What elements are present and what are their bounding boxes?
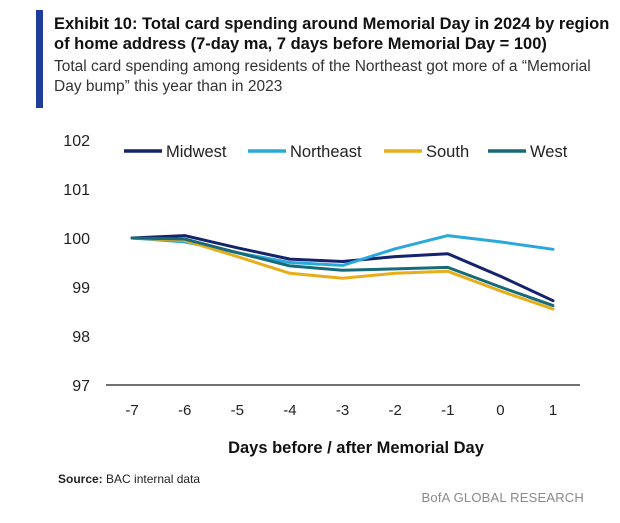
x-axis-title: Days before / after Memorial Day	[228, 439, 485, 457]
x-tick-label: 0	[496, 402, 504, 419]
title-accent-bar	[36, 10, 43, 108]
x-tick-label: -4	[283, 402, 296, 419]
y-tick-label: 102	[63, 133, 90, 150]
x-tick-label: -2	[388, 402, 401, 419]
chart-subtitle: Total card spending among residents of t…	[54, 58, 591, 95]
legend-label-south: South	[426, 143, 469, 161]
line-chart: 97 98 99 100 101 102 -7 -6 -5 -4 -3 -2 -1 0 1 Days befo…	[63, 133, 580, 457]
brand-label: BofA GLOBAL RESEARCH	[421, 490, 584, 505]
x-tick-label: -7	[125, 402, 138, 419]
legend-label-northeast: Northeast	[290, 143, 362, 161]
y-tick-label: 98	[72, 329, 90, 346]
x-tick-label: 1	[549, 402, 557, 419]
x-tick-label: -5	[231, 402, 244, 419]
chart-title: Exhibit 10: Total card spending around M…	[54, 15, 610, 53]
x-tick-label: -6	[178, 402, 191, 419]
series-line-south	[130, 236, 555, 311]
x-tick-label: -3	[336, 402, 349, 419]
legend-label-west: West	[530, 143, 568, 161]
y-tick-label: 97	[72, 378, 90, 395]
y-tick-label: 100	[63, 231, 90, 248]
source-text: BAC internal data	[106, 472, 201, 486]
y-tick-label: 101	[63, 182, 90, 199]
series-line-midwest	[130, 234, 555, 303]
source-label: Source:	[58, 472, 103, 486]
legend-label-midwest: Midwest	[166, 143, 227, 161]
y-tick-label: 99	[72, 280, 90, 297]
source-note: Source: BAC internal data	[58, 472, 200, 486]
x-tick-label: -1	[441, 402, 454, 419]
series-line-west	[130, 236, 555, 308]
